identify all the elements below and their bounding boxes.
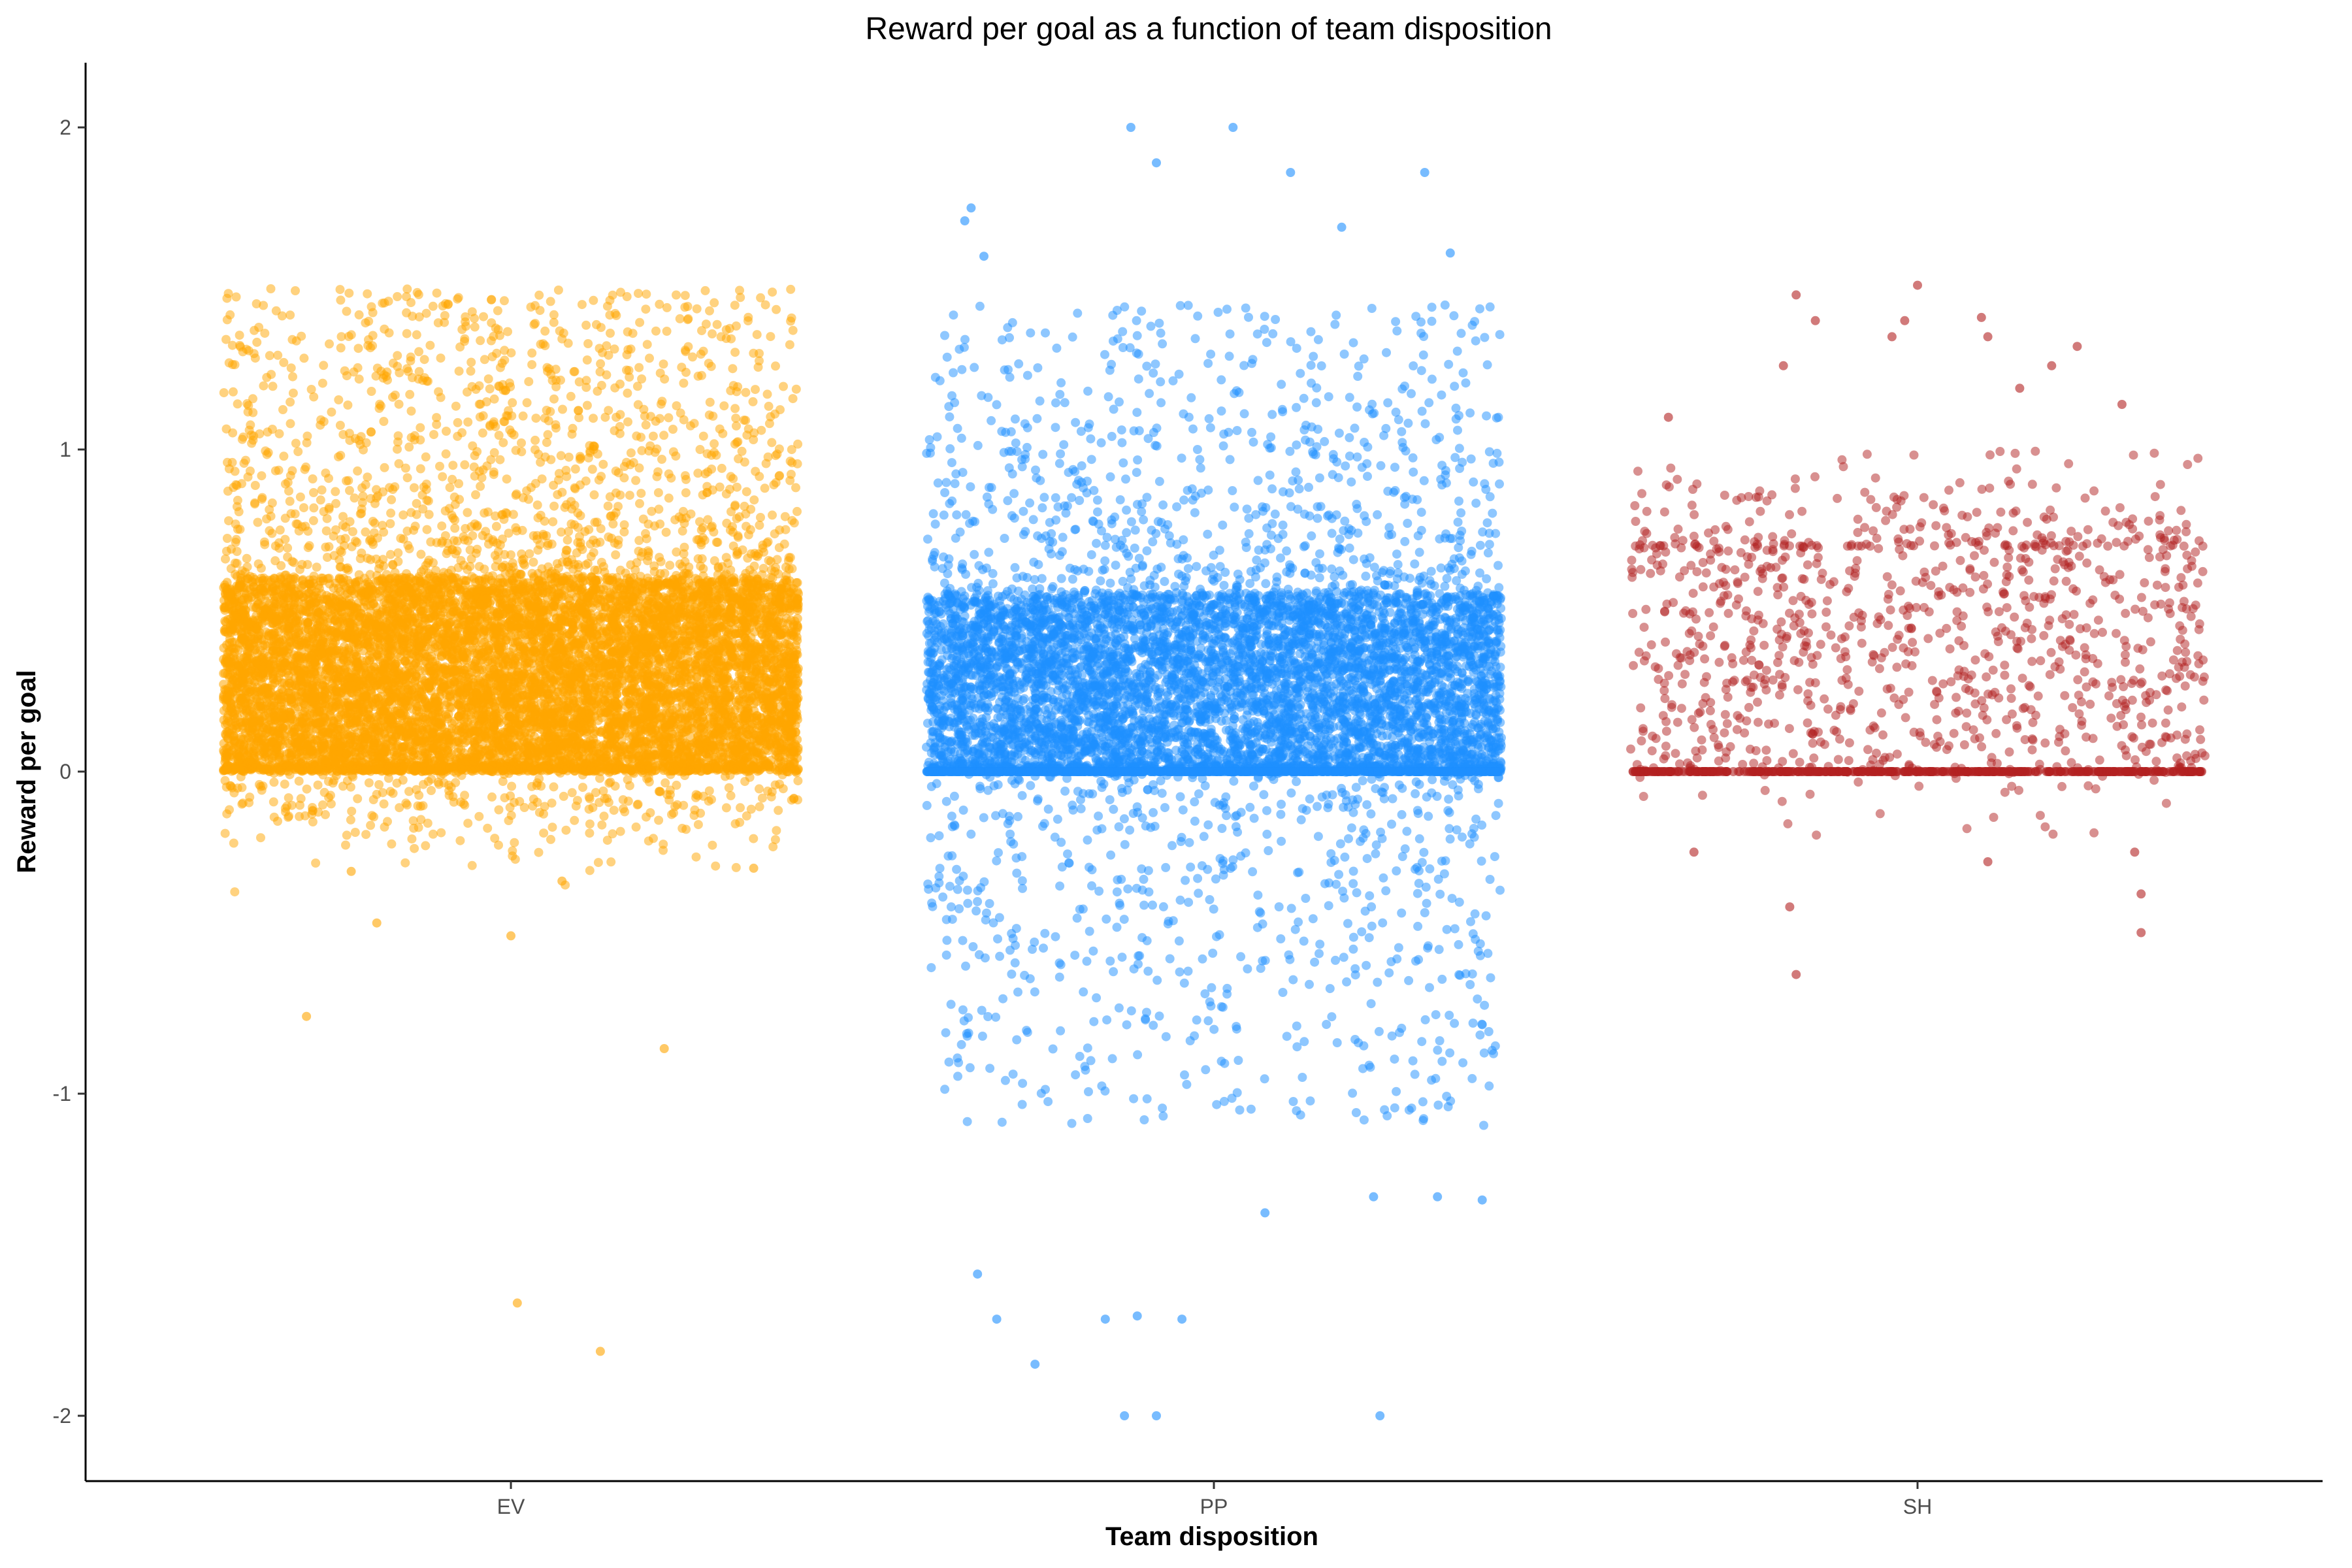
data-point-ev [220, 580, 230, 590]
chart-title: Reward per goal as a function of team di… [865, 12, 1552, 46]
points-layer [219, 123, 2210, 1420]
data-point-ev [219, 706, 229, 715]
